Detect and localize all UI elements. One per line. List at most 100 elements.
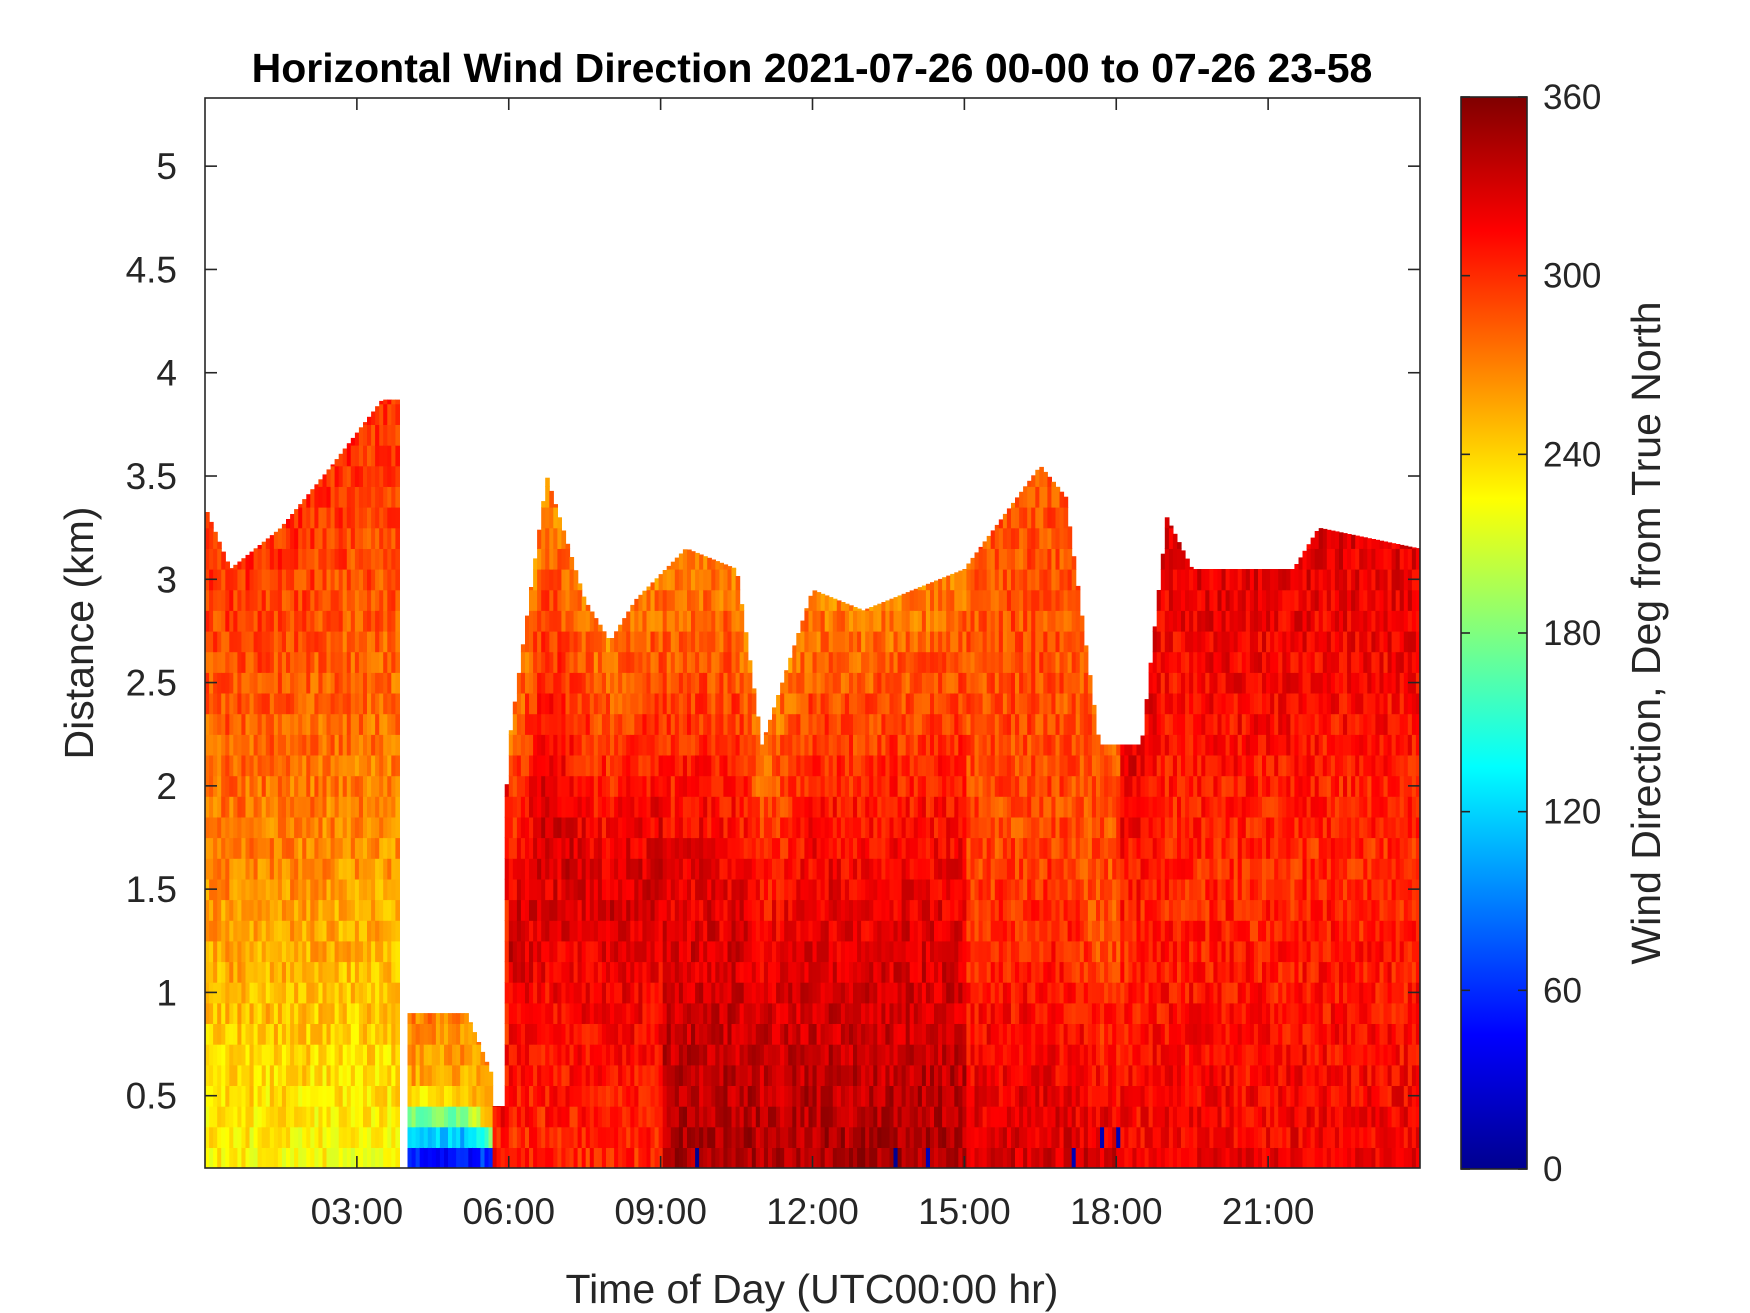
- heatmap-cell-4005: [828, 878, 834, 901]
- heatmap-cell-2217: [565, 754, 571, 777]
- heatmap-cell-1272: [363, 940, 368, 963]
- heatmap-cell-4606: [913, 589, 919, 611]
- heatmap-cell-330: [245, 651, 251, 673]
- heatmap-cell-2939: [670, 878, 676, 901]
- heatmap-cell-1776: [504, 1044, 510, 1066]
- heatmap-cell-3425: [735, 754, 741, 777]
- heatmap-cell-3684: [780, 878, 785, 901]
- heatmap-cell-1497: [387, 920, 392, 942]
- heatmap-cell-2578: [618, 734, 623, 756]
- heatmap-cell-3410: [735, 1064, 741, 1086]
- heatmap-cell-4594: [913, 837, 919, 859]
- heatmap-cell-4161: [853, 1126, 858, 1148]
- heatmap-cell-3585: [763, 1064, 769, 1086]
- heatmap-cell-902: [318, 610, 324, 632]
- heatmap-cell-2859: [658, 713, 664, 735]
- heatmap-cell-1003: [330, 630, 336, 653]
- heatmap-cell-2844: [658, 1023, 664, 1045]
- heatmap-cell-1894: [525, 961, 530, 983]
- heatmap-cell-4084: [840, 982, 846, 1004]
- heatmap-cell-2785: [650, 1044, 656, 1066]
- heatmap-cell-4196: [857, 982, 862, 1004]
- heatmap-cell-2599: [622, 858, 627, 880]
- heatmap-cell-1617: [415, 1126, 421, 1148]
- heatmap-cell-2953: [670, 589, 676, 611]
- heatmap-cell-3371: [727, 630, 733, 653]
- heatmap-cell-4769: [938, 816, 943, 839]
- heatmap-cell-1189: [350, 437, 356, 446]
- heatmap-cell-1134: [346, 816, 352, 839]
- heatmap-cell-2932: [670, 1023, 676, 1045]
- heatmap-cell-4483: [897, 816, 903, 839]
- heatmap-cell-1958: [533, 796, 538, 818]
- heatmap-cell-3645: [772, 734, 777, 756]
- heatmap-cell-1146: [346, 569, 352, 591]
- heatmap-cell-4306: [873, 1002, 878, 1024]
- heatmap-cell-2299: [577, 920, 583, 942]
- heatmap-cell-3829: [804, 1044, 810, 1066]
- heatmap-cell-3105: [691, 551, 696, 570]
- heatmap-cell-2779: [646, 586, 652, 591]
- heatmap-cell-3392: [731, 816, 737, 839]
- heatmap-cell-3089: [691, 878, 696, 901]
- heatmap-cell-1423: [379, 878, 384, 901]
- heatmap-cell-601: [281, 754, 287, 777]
- heatmap-cell-3752: [792, 1002, 797, 1024]
- heatmap-cell-1291: [363, 548, 368, 570]
- heatmap-cell-636: [286, 692, 291, 715]
- heatmap-cell-1640: [427, 1147, 433, 1168]
- heatmap-cell-1521: [387, 424, 392, 446]
- heatmap-cell-1052: [338, 1064, 344, 1086]
- heatmap-cell-431: [261, 1064, 267, 1086]
- heatmap-cell-2344: [581, 596, 587, 611]
- heatmap-cell-4880: [954, 920, 959, 942]
- heatmap-cell-1169: [350, 837, 356, 859]
- heatmap-cell-3572: [759, 899, 765, 921]
- heatmap-cell-791: [306, 837, 311, 859]
- heatmap-cell-11: [205, 920, 210, 942]
- heatmap-cell-1844: [516, 961, 522, 983]
- heatmap-cell-4663: [921, 610, 927, 632]
- heatmap-cell-655: [290, 961, 295, 983]
- heatmap-cell-661: [290, 837, 295, 859]
- heatmap-cell-3704: [784, 961, 789, 983]
- heatmap-cell-253: [237, 1002, 242, 1024]
- heatmap-cell-1487: [387, 1126, 392, 1148]
- heatmap-cell-1632: [423, 1147, 429, 1168]
- heatmap-cell-2475: [601, 713, 607, 735]
- heatmap-cell-2024: [541, 692, 546, 715]
- heatmap-cell-4439: [893, 1147, 899, 1168]
- heatmap-cell-3248: [711, 692, 716, 715]
- heatmap-cell-1465: [383, 796, 388, 818]
- heatmap-cell-3113: [695, 1002, 700, 1024]
- heatmap-cell-4683: [925, 796, 931, 818]
- heatmap-cell-722: [298, 899, 303, 921]
- heatmap-cell-507: [269, 775, 275, 797]
- heatmap-cell-3490: [747, 1126, 753, 1148]
- heatmap-cell-4087: [840, 920, 846, 942]
- heatmap-cell-2276: [573, 796, 579, 818]
- heatmap-cell-3225: [707, 557, 712, 570]
- heatmap-cell-5: [205, 1044, 210, 1066]
- heatmap-cell-4692: [925, 610, 931, 632]
- heatmap-cell-1674: [444, 1106, 449, 1128]
- heatmap-cell-4207: [857, 754, 862, 777]
- heatmap-cell-3644: [772, 754, 777, 777]
- heatmap-cell-1862: [520, 1085, 526, 1107]
- heatmap-cell-1743: [480, 1126, 486, 1148]
- heatmap-cell-2947: [670, 713, 676, 735]
- heatmap-cell-3994: [828, 1106, 834, 1128]
- heatmap-cell-1341: [371, 1044, 376, 1066]
- heatmap-cell-2998: [678, 899, 684, 921]
- heatmap-cell-3142: [699, 1023, 704, 1045]
- heatmap-cell-1780: [504, 961, 510, 983]
- heatmap-cell-2195: [561, 569, 567, 591]
- heatmap-cell-3850: [804, 610, 810, 632]
- heatmap-cell-2685: [634, 775, 639, 797]
- heatmap-cell-2281: [573, 692, 579, 715]
- heatmap-cell-3895: [812, 837, 818, 859]
- heatmap-cell-4986: [966, 563, 971, 570]
- heatmap-cell-4164: [853, 1064, 858, 1086]
- heatmap-cell-3837: [804, 878, 810, 901]
- heatmap-cell-3070: [687, 651, 692, 673]
